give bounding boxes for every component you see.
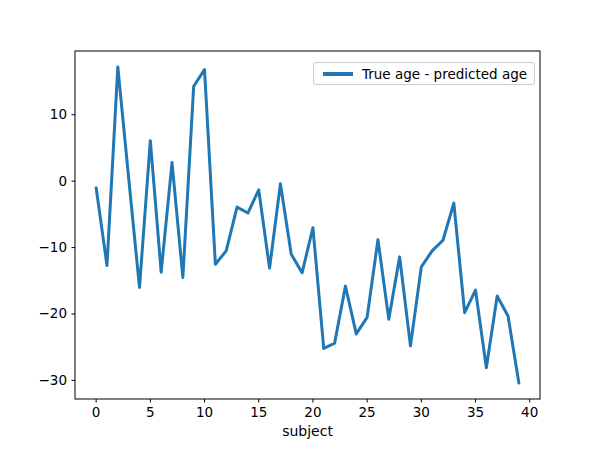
- x-tick-label: 25: [359, 404, 376, 420]
- y-tick-label: 0: [58, 173, 67, 189]
- y-tick-label: −20: [39, 305, 68, 321]
- data-line: [96, 67, 519, 383]
- legend-box: True age - predicted age: [313, 62, 535, 85]
- x-tick-label: 40: [521, 404, 538, 420]
- y-tick-label: −30: [39, 372, 68, 388]
- legend-label: True age - predicted age: [362, 66, 527, 82]
- x-tick-label: 10: [196, 404, 213, 420]
- x-tick-label: 5: [146, 404, 155, 420]
- x-tick-label: 0: [92, 404, 101, 420]
- x-tick-label: 35: [467, 404, 484, 420]
- legend-line-sample-icon: [323, 72, 353, 76]
- x-tick-label: 15: [250, 404, 267, 420]
- x-axis-label: subject: [282, 423, 333, 439]
- x-tick-label: 30: [413, 404, 430, 420]
- figure-canvas: 0 5 10 15 20 25 30 35 40 −30 −20 −10 0 10 subject True…: [0, 0, 600, 450]
- y-tick-label: −10: [39, 239, 68, 255]
- x-tick-label: 20: [304, 404, 321, 420]
- y-tick-label: 10: [50, 106, 67, 122]
